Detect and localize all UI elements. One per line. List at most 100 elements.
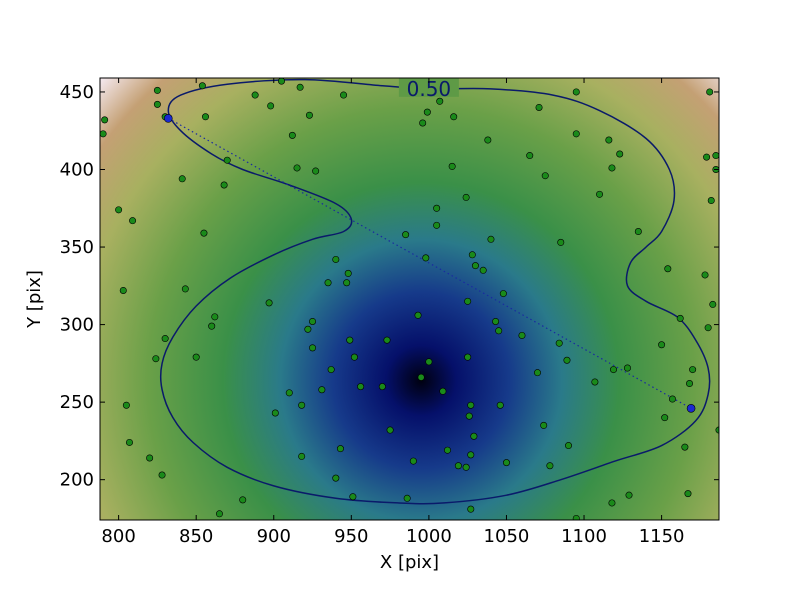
scatter-point: [701, 271, 709, 279]
x-axis-label: X [pix]: [380, 552, 439, 573]
x-tick-label: 1000: [406, 526, 452, 547]
scatter-point: [499, 290, 507, 298]
scatter-point: [402, 231, 410, 239]
scatter-point: [565, 442, 573, 450]
scatter-point: [467, 401, 475, 409]
scatter-point: [278, 78, 286, 85]
x-tick-label: 800: [101, 526, 135, 547]
scatter-point: [340, 91, 348, 99]
scatter-point: [616, 150, 624, 158]
scatter-point: [223, 156, 231, 164]
scatter-point: [100, 130, 107, 138]
scatter-point: [153, 100, 161, 108]
x-tick-label: 1100: [561, 526, 607, 547]
scatter-point: [706, 88, 714, 96]
scatter-point: [125, 438, 133, 446]
scatter-point: [285, 389, 293, 397]
scatter-point: [265, 299, 273, 307]
plot-area: 0.50: [100, 78, 719, 520]
scatter-point: [709, 300, 717, 308]
scatter-point: [349, 493, 357, 501]
scatter-point: [541, 172, 549, 180]
x-tick-label: 950: [334, 526, 368, 547]
y-tick-label: 300: [60, 315, 94, 336]
scatter-point: [468, 251, 476, 259]
scatter-point: [546, 462, 554, 470]
scatter-point: [563, 356, 571, 364]
y-tick-label: 200: [60, 470, 94, 491]
scatter-point: [332, 474, 340, 482]
scatter-point: [623, 364, 631, 372]
scatter-point: [448, 162, 456, 170]
scatter-point: [293, 164, 301, 172]
scatter-point: [115, 206, 123, 214]
scatter-point: [101, 116, 109, 124]
scatter-point: [211, 313, 219, 321]
scatter-point: [153, 86, 161, 94]
scatter-point: [608, 164, 616, 172]
scatter-point: [496, 401, 504, 409]
scatter-point: [684, 490, 692, 498]
x-tick-label: 900: [257, 526, 291, 547]
scatter-point: [454, 462, 462, 470]
scatter-point: [298, 452, 306, 460]
scatter-point: [535, 103, 543, 111]
scatter-point: [479, 266, 487, 274]
scatter-point: [403, 494, 411, 502]
scatter-point: [555, 339, 563, 347]
scatter-point: [471, 262, 479, 270]
scatter-point: [383, 336, 391, 344]
scatter-point: [129, 217, 137, 225]
scatter-point: [450, 113, 458, 121]
scatter-point: [464, 297, 472, 305]
scatter-point: [572, 514, 580, 520]
scatter-point: [119, 286, 127, 294]
scatter-point: [492, 317, 500, 325]
highlight-point: [163, 114, 173, 123]
scatter-point: [712, 152, 719, 160]
scatter-point: [605, 136, 613, 144]
scatter-point: [344, 269, 352, 277]
scatter-point: [419, 119, 427, 127]
scatter-point: [181, 285, 189, 293]
scatter-point: [146, 454, 154, 462]
scatter-point: [271, 409, 279, 417]
scatter-point: [324, 279, 332, 287]
scatter-point: [409, 457, 417, 465]
scatter-point: [462, 463, 470, 471]
scatter-point: [707, 197, 715, 205]
scatter-point: [634, 228, 642, 236]
scatter-point: [378, 383, 386, 391]
scatter-point: [350, 353, 358, 361]
scatter-point: [192, 353, 200, 361]
contour-label-gap: [398, 78, 459, 97]
x-tick-label: 1050: [484, 526, 530, 547]
scatter-point: [152, 355, 160, 363]
scatter-point: [526, 152, 534, 160]
scatter-point: [296, 83, 304, 91]
scatter-point: [668, 395, 676, 403]
scatter-point: [357, 383, 365, 391]
x-tick-label: 1150: [639, 526, 685, 547]
scatter-point: [625, 491, 633, 499]
scatter-point: [444, 446, 452, 454]
scatter-point: [198, 82, 206, 90]
scatter-point: [332, 255, 340, 263]
scatter-point: [572, 130, 580, 138]
scatter-point: [465, 412, 473, 420]
y-axis-label: Y [pix]: [24, 270, 45, 329]
x-tick-label: 850: [179, 526, 213, 547]
scatter-point: [608, 499, 616, 507]
scatter-point: [239, 496, 247, 504]
scatter-point: [336, 445, 344, 453]
scatter-point: [676, 314, 684, 322]
scatter-point: [484, 136, 492, 144]
scatter-point: [436, 97, 444, 105]
scatter-point: [664, 265, 672, 273]
y-tick-label: 350: [60, 237, 94, 258]
scatter-point: [467, 451, 475, 459]
contour-line: [159, 78, 711, 505]
scatter-point: [495, 327, 503, 335]
scatter-point: [658, 341, 666, 349]
highlight-point: [686, 404, 696, 413]
